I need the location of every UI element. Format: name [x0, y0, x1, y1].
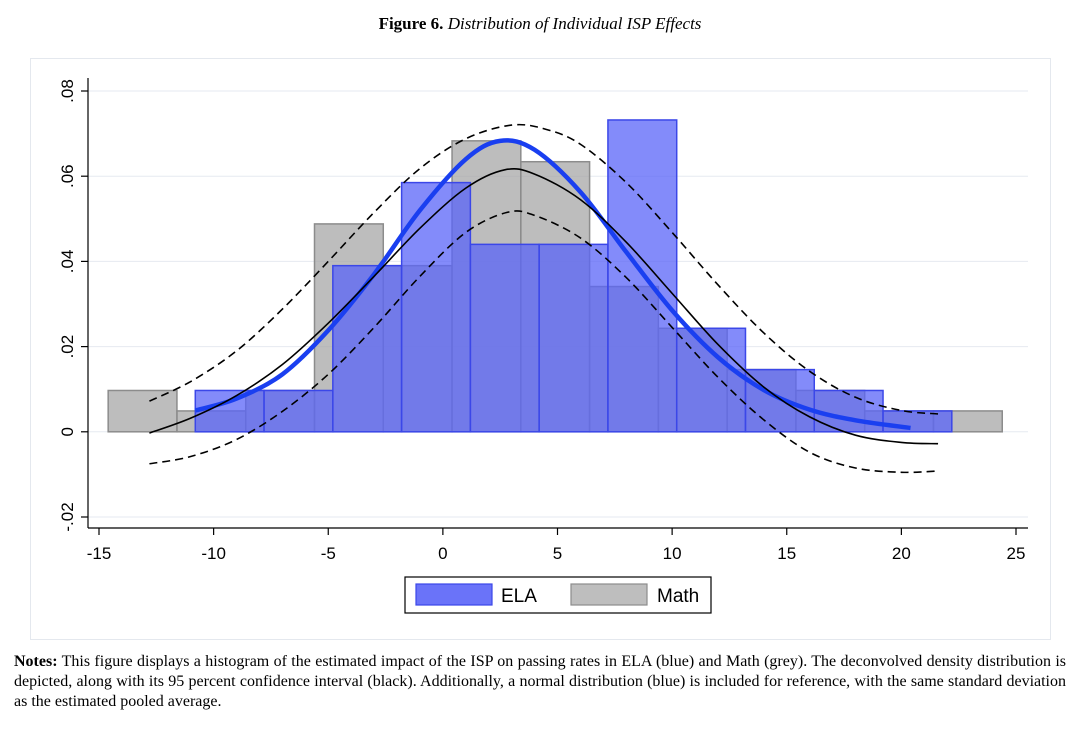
- notes-label: Notes:: [14, 653, 58, 670]
- histogram-chart: -15 -10 -5 0 5 10 15 20 25 -.02 0 .02 .04 .06 .08 ELA M…: [58, 78, 1028, 614]
- legend-label-ela: ELA: [501, 586, 537, 607]
- x-tick-label: -10: [201, 544, 226, 563]
- ci-lower-curve: [149, 210, 939, 474]
- ci-upper-curve: [149, 123, 939, 415]
- axes: -15 -10 -5 0 5 10 15 20 25 -.02 0 .02 .04 .06 .08: [58, 78, 1028, 563]
- math-bar: [107, 389, 178, 433]
- y-tick-label: .06: [58, 164, 77, 188]
- x-tick-label: 0: [438, 544, 447, 563]
- ela-bar: [744, 368, 816, 433]
- y-tick-label: .08: [58, 79, 77, 103]
- x-tick-label: 25: [1007, 544, 1026, 563]
- figure-caption: Distribution of Individual ISP Effects: [447, 14, 702, 33]
- x-tick-label: -15: [87, 544, 112, 563]
- ela-bar: [263, 389, 334, 433]
- x-tick-label: -5: [321, 544, 336, 563]
- ela-bar: [882, 410, 953, 433]
- x-tick-label: 5: [553, 544, 562, 563]
- x-tick-label: 15: [777, 544, 796, 563]
- y-tick-label: 0: [58, 427, 77, 436]
- ela-bar: [332, 264, 403, 433]
- y-tick-label: .04: [58, 250, 77, 274]
- normal-curve: [194, 138, 911, 431]
- x-tick-label: 10: [663, 544, 682, 563]
- ela-bar: [538, 243, 609, 433]
- figure-title: Figure 6. Distribution of Individual ISP…: [0, 14, 1080, 34]
- x-tick-label: 20: [892, 544, 911, 563]
- ela-bar: [469, 243, 540, 433]
- figure-notes: Notes: This figure displays a histogram …: [14, 652, 1066, 712]
- notes-text: This figure displays a histogram of the …: [14, 653, 1066, 710]
- ela-bar: [400, 181, 472, 433]
- legend-swatch-math: [570, 583, 648, 606]
- deconvolved-density-curve: [149, 167, 939, 445]
- figure-number: Figure 6.: [378, 14, 444, 33]
- legend-label-math: Math: [657, 586, 699, 607]
- y-tick-label: .02: [58, 335, 77, 359]
- legend: ELA Math: [404, 576, 712, 614]
- y-tick-label: -.02: [58, 502, 77, 531]
- density-curves: [149, 123, 939, 474]
- legend-swatch-ela: [415, 583, 493, 606]
- ela-bar: [813, 389, 884, 433]
